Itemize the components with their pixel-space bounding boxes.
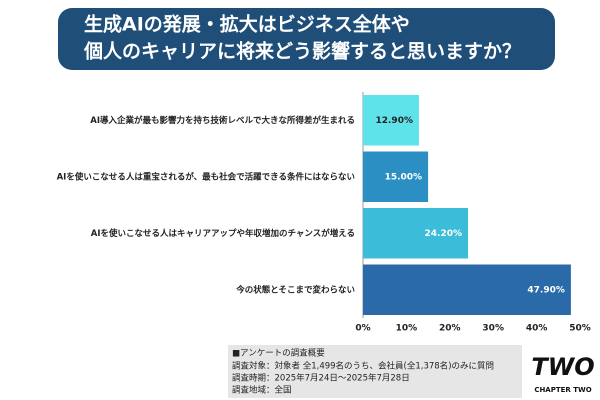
survey-box: [228, 345, 522, 398]
bar: [363, 95, 419, 146]
logo-subtext: CHAPTER TWO: [534, 386, 591, 394]
survey-line: 調査対象：対象者 全1,499名のうち、会社員(全1,378名)のみに質問: [232, 361, 494, 372]
title-banner: [58, 8, 555, 70]
x-tick-label: 0%: [355, 324, 370, 334]
value-label: 12.90%: [375, 116, 413, 126]
value-label: 24.20%: [425, 229, 463, 239]
x-tick-label: 50%: [569, 324, 591, 334]
x-tick-label: 10%: [396, 324, 418, 334]
title: 生成AIの発展・拡大はビジネス全体や 個人のキャリアに将来どう影響すると思います…: [83, 13, 521, 63]
x-tick-label: 30%: [482, 324, 504, 334]
category-label: AIを使いこなせる人は重宝されるが、最も社会で活躍できる条件にはならない: [57, 171, 355, 182]
value-label: 15.00%: [385, 172, 423, 182]
x-tick-label: 40%: [526, 324, 548, 334]
survey-line: 調査地域：全国: [232, 385, 292, 396]
category-label: AIを使いこなせる人はキャリアアップや年収増加のチャンスが増える: [91, 228, 355, 239]
category-label: AI導入企業が最も影響力を持ち技術レベルで大きな所得差が生まれる: [90, 115, 355, 126]
bar: [363, 264, 571, 315]
survey-line: ■アンケートの調査概要: [232, 348, 325, 359]
bar: [363, 151, 429, 202]
title-line: 生成AIの発展・拡大はビジネス全体や: [84, 13, 410, 36]
logo: TWO: [531, 353, 594, 381]
x-tick-label: 20%: [439, 324, 461, 334]
title-line: 個人のキャリアに将来どう影響すると思いますか？: [83, 40, 521, 63]
survey-line: 調査時期：2025年7月24日～2025年7月28日: [232, 373, 410, 384]
category-label: 今の状態とそこまで変わらない: [235, 284, 355, 295]
value-label: 47.90%: [527, 285, 565, 295]
bar: [363, 208, 469, 259]
